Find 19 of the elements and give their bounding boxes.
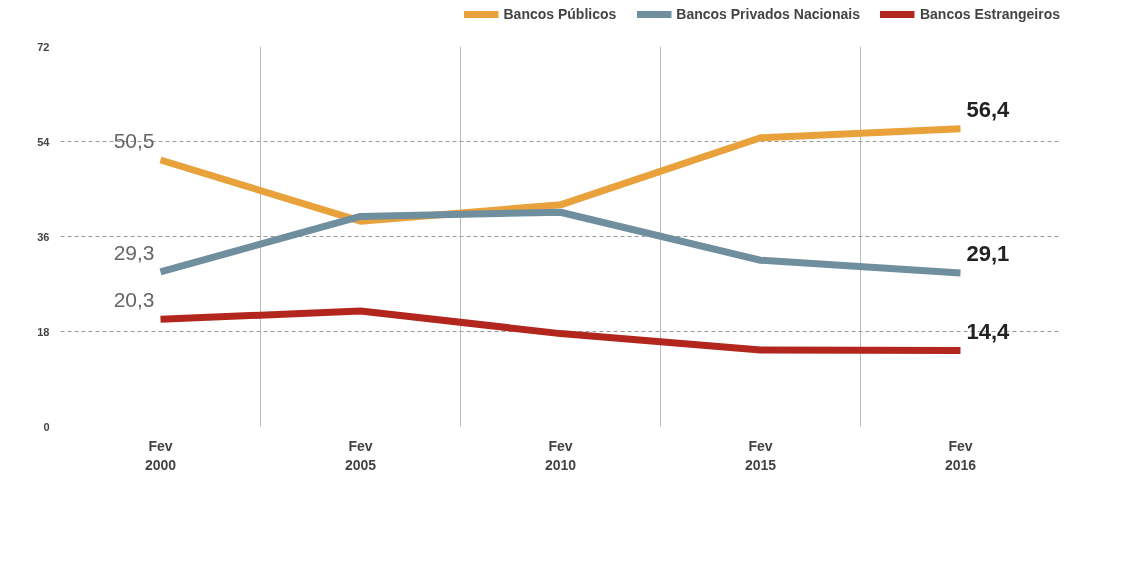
legend-label: Bancos Privados Nacionais	[676, 6, 860, 22]
y-tick-label: 0	[43, 420, 50, 433]
data-label: 29,3	[113, 240, 155, 264]
data-label: 56,4	[966, 96, 1011, 122]
x-tick-label: Fev 2016	[944, 437, 977, 473]
y-tick-label: 18	[37, 325, 50, 338]
legend-label: Bancos Estrangeiros	[919, 6, 1060, 22]
x-tick-label: Fev 2015	[744, 437, 777, 473]
data-label: 50,5	[113, 128, 155, 152]
data-label: 20,3	[113, 288, 155, 312]
data-label: 14,4	[966, 318, 1011, 344]
legend-label: Bancos Públicos	[503, 6, 617, 22]
x-tick-label: Fev 2005	[344, 437, 377, 473]
y-tick-label: 54	[37, 135, 51, 148]
y-tick-label: 36	[37, 230, 50, 243]
x-tick-label: Fev 2000	[144, 437, 177, 473]
data-label: 29,1	[966, 240, 1010, 266]
x-tick-label: Fev 2010	[544, 437, 577, 473]
y-tick-label: 72	[37, 40, 50, 53]
